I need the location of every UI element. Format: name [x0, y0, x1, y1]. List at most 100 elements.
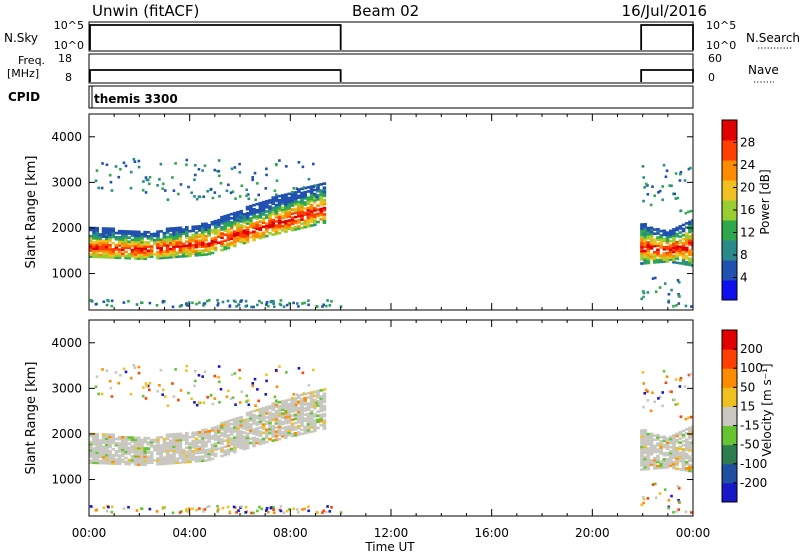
power-cell	[668, 252, 673, 255]
velocity-cell	[252, 436, 256, 440]
power-cell	[204, 242, 208, 246]
power-cell	[130, 238, 135, 242]
power-cell	[143, 255, 147, 259]
power-cell	[95, 255, 99, 259]
power-cell	[140, 243, 144, 246]
power-cell	[220, 228, 224, 231]
power-cell	[172, 251, 176, 255]
velocity-cell	[675, 453, 679, 456]
power-cell	[252, 224, 256, 227]
velocity-cell	[207, 452, 211, 456]
power-cell	[688, 239, 692, 242]
power-cell	[646, 261, 651, 265]
velocity-cell	[121, 435, 125, 439]
xtick-label: 04:00	[172, 526, 207, 540]
velocity-cell	[207, 458, 211, 462]
power-cell	[277, 198, 282, 202]
power-cell	[188, 244, 192, 247]
velocity-cell	[268, 419, 272, 423]
power-cell	[684, 238, 689, 242]
velocity-cell	[240, 505, 243, 508]
velocity-cell	[651, 483, 655, 486]
velocity-cell	[221, 506, 225, 510]
power-cell	[643, 251, 647, 255]
power-cell	[643, 235, 647, 238]
velocity-cell	[140, 444, 144, 448]
cpid-panel: CPID themis 3300	[8, 85, 694, 109]
power-cell	[245, 230, 250, 234]
power-cell	[265, 201, 269, 205]
power-cell	[236, 210, 240, 214]
power-cell	[322, 219, 327, 222]
velocity-cell	[108, 462, 112, 465]
velocity-cell	[127, 458, 131, 462]
power-cell	[672, 236, 676, 239]
velocity-cell	[197, 451, 202, 455]
power-cell	[239, 240, 243, 244]
power-cell	[319, 203, 323, 207]
velocity-cell	[194, 457, 199, 461]
velocity-cell	[252, 420, 256, 423]
power-cell	[678, 235, 683, 238]
power-cell	[137, 232, 141, 236]
velocity-cell	[162, 458, 167, 461]
velocity-cell	[142, 386, 145, 389]
power-cell	[293, 195, 298, 198]
power-cell	[191, 252, 195, 255]
colorbar-cell	[722, 349, 737, 369]
velocity-cell	[172, 455, 176, 459]
power-cell	[121, 254, 125, 258]
velocity-cell	[255, 431, 259, 435]
velocity-cell	[143, 451, 147, 454]
power-cell	[105, 231, 109, 234]
power-cell	[144, 191, 148, 194]
power-cell	[691, 235, 693, 239]
power-cell	[236, 231, 240, 234]
velocity-cell	[316, 389, 320, 393]
power-cell	[691, 239, 693, 243]
power-cell	[108, 227, 112, 231]
power-cell	[185, 228, 189, 231]
velocity-cell	[211, 402, 215, 406]
power-cell	[277, 221, 282, 225]
velocity-cell	[678, 385, 682, 388]
power-cell	[204, 253, 208, 256]
power-cell	[322, 192, 327, 196]
power-cell	[316, 187, 320, 191]
velocity-cell	[197, 401, 201, 404]
velocity-cell	[172, 449, 176, 453]
power-cell	[642, 176, 646, 179]
power-cell	[127, 230, 131, 233]
velocity-cell	[665, 445, 670, 449]
velocity-cell	[242, 418, 247, 422]
power-cell	[130, 252, 135, 256]
power-cell	[229, 235, 234, 239]
power-cell	[217, 223, 221, 226]
velocity-cell	[105, 462, 109, 465]
power-cell	[252, 238, 256, 242]
power-cell	[295, 302, 299, 305]
velocity-cell	[236, 425, 240, 428]
power-cell	[652, 228, 657, 231]
power-cell	[130, 242, 135, 246]
velocity-cell	[661, 404, 664, 408]
velocity-cell	[284, 399, 288, 402]
power-cell	[210, 239, 215, 242]
power-cell	[193, 195, 196, 198]
power-cell	[220, 244, 224, 248]
velocity-cell	[688, 428, 692, 432]
velocity-cell	[640, 437, 644, 441]
power-cell	[255, 221, 259, 224]
power-cell	[316, 208, 320, 212]
power-cell	[306, 214, 311, 218]
velocity-cell	[277, 427, 282, 431]
power-cell	[684, 232, 689, 235]
velocity-cell	[114, 437, 119, 441]
power-cell	[675, 232, 679, 236]
power-cell	[233, 215, 237, 219]
power-cell	[646, 235, 651, 238]
colorbar-ticklabel: 24	[740, 158, 755, 172]
power-cell	[203, 164, 207, 167]
power-cell	[159, 242, 163, 245]
power-cell	[309, 187, 314, 190]
